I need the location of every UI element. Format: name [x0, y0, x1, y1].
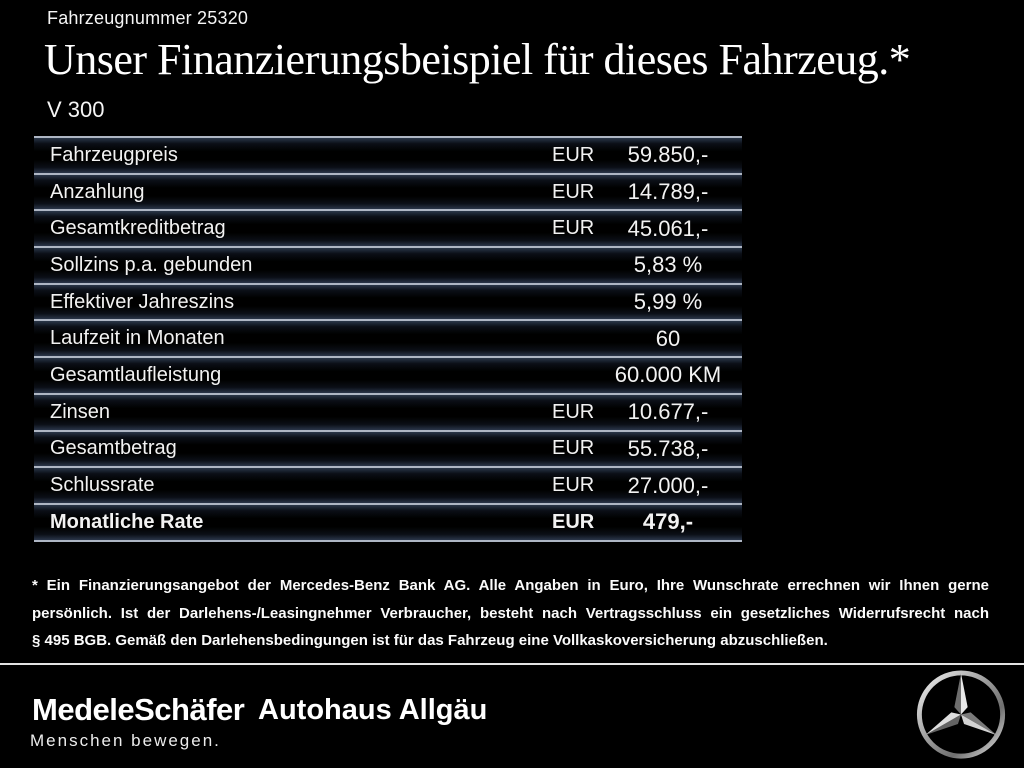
dealer-tagline: Menschen bewegen. — [30, 731, 221, 750]
mercedes-star-icon — [916, 670, 1006, 759]
row-value: 27.000,- — [627, 472, 709, 498]
vehicle-number: Fahrzeugnummer 25320 — [47, 8, 249, 28]
table-row: Gesamtbetrag EUR 55.738,- — [34, 429, 742, 467]
row-label: Laufzeit in Monaten — [50, 327, 225, 350]
footnote-line: § 495 BGB. Gemäß den Darlehensbedingunge… — [32, 632, 828, 649]
table-row: Zinsen EUR 10.677,- — [34, 392, 742, 430]
table-row: Schlussrate EUR 27.000,- — [34, 466, 742, 503]
table-row: Gesamtkreditbetrag EUR 45.061,- — [34, 209, 742, 247]
table-row: Fahrzeugpreis EUR 59.850,- — [34, 136, 742, 173]
row-label: Zinsen — [50, 400, 111, 423]
row-label: Schlussrate — [50, 474, 155, 497]
row-label: Monatliche Rate — [50, 510, 204, 533]
row-value: 5,83 % — [633, 252, 703, 278]
row-currency: EUR — [552, 510, 595, 533]
row-label: Fahrzeugpreis — [50, 143, 178, 166]
row-label: Gesamtkreditbetrag — [50, 217, 226, 240]
row-value: 5,99 % — [633, 289, 703, 315]
vehicle-model: V 300 — [47, 97, 105, 122]
row-value: 60.000 KM — [614, 362, 722, 388]
row-currency: EUR — [552, 180, 595, 203]
table-row: Effektiver Jahreszins 5,99 % — [34, 282, 742, 320]
row-currency: EUR — [552, 217, 595, 240]
row-label: Sollzins p.a. gebunden — [50, 253, 253, 276]
dealer-logo-autohaus-allgaeu: Autohaus Allgäu — [258, 694, 488, 726]
row-label: Effektiver Jahreszins — [50, 290, 235, 313]
row-value: 55.738,- — [627, 435, 709, 461]
dealer-logo-medele-schaefer: MedeleSchäfer — [32, 692, 245, 727]
row-currency: EUR — [552, 474, 595, 497]
row-currency: EUR — [552, 437, 595, 460]
row-currency: EUR — [552, 143, 595, 166]
financing-table: Fahrzeugpreis EUR 59.850,- Anzahlung EUR… — [34, 136, 742, 542]
row-label: Gesamtbetrag — [50, 437, 177, 460]
table-row: Laufzeit in Monaten 60 — [34, 319, 742, 357]
table-row: Anzahlung EUR 14.789,- — [34, 172, 742, 210]
table-row-monthly-rate: Monatliche Rate EUR 479,- — [34, 502, 742, 540]
table-row: Gesamtlaufleistung 60.000 KM — [34, 356, 742, 393]
page-title: Unser Finanzierungsbeispiel für dieses F… — [44, 35, 911, 84]
footnote: * Ein Finanzierungsangebot der Mercedes-… — [32, 572, 989, 655]
row-value: 479,- — [642, 509, 694, 535]
row-value: 10.677,- — [627, 399, 709, 425]
row-value: 60 — [655, 325, 681, 351]
table-row: Sollzins p.a. gebunden 5,83 % — [34, 246, 742, 283]
row-value: 14.789,- — [627, 179, 709, 205]
footer-divider — [0, 663, 1024, 665]
row-label: Anzahlung — [50, 180, 145, 203]
row-value: 59.850,- — [627, 142, 709, 168]
footnote-line: persönlich. Ist der Darlehens-/Leasingne… — [32, 604, 989, 622]
row-label: Gesamtlaufleistung — [50, 363, 222, 386]
row-value: 45.061,- — [627, 215, 709, 241]
row-currency: EUR — [552, 400, 595, 423]
footnote-line: * Ein Finanzierungsangebot der Mercedes-… — [32, 577, 989, 594]
